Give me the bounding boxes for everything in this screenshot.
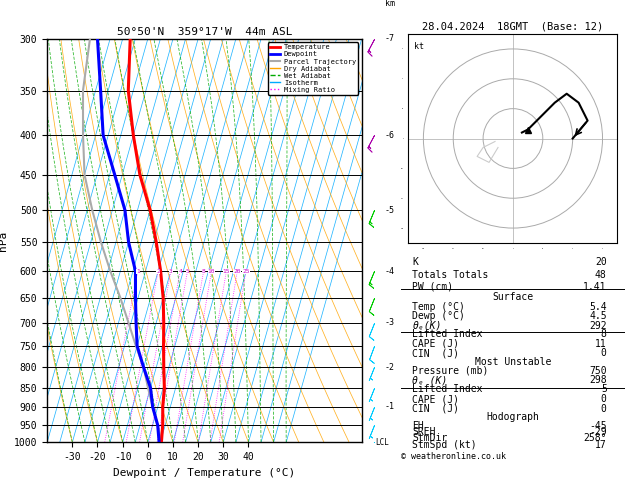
Text: Most Unstable: Most Unstable xyxy=(475,357,551,366)
Text: -2: -2 xyxy=(385,363,395,372)
Text: -7: -7 xyxy=(385,35,395,43)
Text: km: km xyxy=(385,0,395,8)
Text: -1: -1 xyxy=(385,402,395,412)
Text: 258°: 258° xyxy=(583,433,607,443)
Text: -45: -45 xyxy=(589,421,607,431)
Text: Pressure (mb): Pressure (mb) xyxy=(413,366,489,376)
Text: 2: 2 xyxy=(157,269,160,274)
Text: 292: 292 xyxy=(589,321,607,330)
Text: 10: 10 xyxy=(208,269,215,274)
Text: 1.41: 1.41 xyxy=(583,282,607,292)
Text: Surface: Surface xyxy=(493,293,533,302)
Text: CAPE (J): CAPE (J) xyxy=(413,394,459,404)
Text: 3: 3 xyxy=(169,269,173,274)
Text: Temp (°C): Temp (°C) xyxy=(413,302,465,312)
Text: -5: -5 xyxy=(385,206,395,214)
Text: Dewp (°C): Dewp (°C) xyxy=(413,312,465,321)
Text: 5.4: 5.4 xyxy=(589,302,607,312)
Text: θₑ(K): θₑ(K) xyxy=(413,321,442,330)
Text: -6: -6 xyxy=(385,131,395,140)
Text: 0: 0 xyxy=(601,404,607,414)
Text: 20: 20 xyxy=(595,258,607,267)
Text: EH: EH xyxy=(413,421,424,431)
Text: 8: 8 xyxy=(601,330,607,339)
Text: θₑ (K): θₑ (K) xyxy=(413,375,448,385)
Text: 48: 48 xyxy=(595,270,607,279)
Text: CIN  (J): CIN (J) xyxy=(413,348,459,358)
Text: 17: 17 xyxy=(595,440,607,450)
Title: 50°50'N  359°17'W  44m ASL: 50°50'N 359°17'W 44m ASL xyxy=(116,27,292,37)
Text: © weatheronline.co.uk: © weatheronline.co.uk xyxy=(401,452,506,461)
Text: 20: 20 xyxy=(233,269,241,274)
Text: 11: 11 xyxy=(595,339,607,348)
Text: Hodograph: Hodograph xyxy=(486,412,540,422)
Legend: Temperature, Dewpoint, Parcel Trajectory, Dry Adiabat, Wet Adiabat, Isotherm, Mi: Temperature, Dewpoint, Parcel Trajectory… xyxy=(268,42,358,95)
Text: 0: 0 xyxy=(601,394,607,404)
Text: 1: 1 xyxy=(136,269,140,274)
Text: 5: 5 xyxy=(601,384,607,394)
Text: SREH: SREH xyxy=(413,427,436,437)
Y-axis label: hPa: hPa xyxy=(0,230,8,251)
Text: -3: -3 xyxy=(385,318,395,327)
Text: 0: 0 xyxy=(601,348,607,358)
Text: 5: 5 xyxy=(186,269,189,274)
Text: -29: -29 xyxy=(589,427,607,437)
Text: 8: 8 xyxy=(202,269,206,274)
Text: kt: kt xyxy=(415,42,425,51)
X-axis label: Dewpoint / Temperature (°C): Dewpoint / Temperature (°C) xyxy=(113,468,296,478)
Text: StmSpd (kt): StmSpd (kt) xyxy=(413,440,477,450)
Text: K: K xyxy=(413,258,418,267)
Text: 15: 15 xyxy=(223,269,230,274)
Text: Totals Totals: Totals Totals xyxy=(413,270,489,279)
Text: 298: 298 xyxy=(589,375,607,385)
Text: 4.5: 4.5 xyxy=(589,312,607,321)
Text: -4: -4 xyxy=(385,267,395,276)
Text: StmDir: StmDir xyxy=(413,433,448,443)
Text: Lifted Index: Lifted Index xyxy=(413,330,483,339)
Text: 4: 4 xyxy=(178,269,182,274)
Text: CAPE (J): CAPE (J) xyxy=(413,339,459,348)
Title: 28.04.2024  18GMT  (Base: 12): 28.04.2024 18GMT (Base: 12) xyxy=(422,22,604,32)
Text: PW (cm): PW (cm) xyxy=(413,282,454,292)
Text: CIN  (J): CIN (J) xyxy=(413,404,459,414)
Text: LCL: LCL xyxy=(376,438,389,447)
Text: 25: 25 xyxy=(242,269,250,274)
Text: Lifted Index: Lifted Index xyxy=(413,384,483,394)
Text: 750: 750 xyxy=(589,366,607,376)
